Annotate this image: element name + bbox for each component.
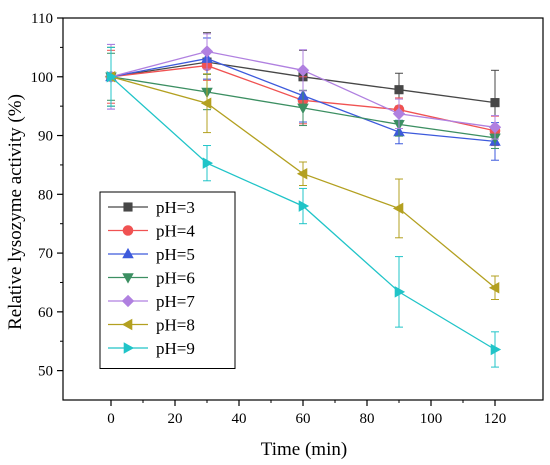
legend-label-6: pH=9 xyxy=(156,339,195,358)
series-layer xyxy=(104,32,502,368)
legend-marker-1 xyxy=(122,225,134,236)
y-tick-label-2: 70 xyxy=(38,246,53,262)
legend: pH=3 pH=4 pH=5 pH=6 pH=7 pH=8 pH=9 xyxy=(99,191,236,369)
legend-marker-2 xyxy=(122,247,134,259)
x-tick-label-1: 20 xyxy=(168,411,183,427)
data-point-6-0 xyxy=(106,71,118,83)
data-point-5-1 xyxy=(200,97,212,109)
legend-marker-6 xyxy=(123,342,135,354)
data-point-4-2 xyxy=(296,64,310,77)
legend-label-0: pH=3 xyxy=(156,198,195,217)
data-point-6-4 xyxy=(490,343,502,356)
data-point-4-1 xyxy=(200,45,214,58)
legend-label-3: pH=6 xyxy=(156,269,195,288)
data-point-4-3 xyxy=(392,107,406,120)
legend-marker-3 xyxy=(122,273,134,284)
data-point-6-2 xyxy=(298,200,310,212)
legend-label-4: pH=7 xyxy=(156,292,195,311)
y-axis-label: Relative lysozyme activity (%) xyxy=(5,94,26,330)
data-point-0-3 xyxy=(394,85,404,95)
legend-marker-4 xyxy=(121,294,135,308)
y-tick-label-0: 50 xyxy=(38,364,53,380)
axes: 0 20 40 60 80 100 120 50 60 70 80 90 100 110 xyxy=(31,11,544,427)
legend-label-1: pH=4 xyxy=(156,222,195,241)
data-point-0-4 xyxy=(490,98,500,108)
x-tick-label-5: 100 xyxy=(420,411,443,427)
legend-label-5: pH=8 xyxy=(156,316,195,335)
data-point-5-2 xyxy=(296,167,308,180)
x-tick-label-6: 120 xyxy=(484,411,507,427)
y-tick-label-1: 60 xyxy=(38,305,53,321)
data-point-4-4 xyxy=(488,121,502,134)
series-6 xyxy=(106,46,502,368)
y-tick-label-4: 90 xyxy=(38,129,53,145)
data-point-5-4 xyxy=(488,281,500,294)
legend-marker-5 xyxy=(121,318,133,331)
legend-marker-0 xyxy=(123,202,133,212)
y-tick-label-6: 110 xyxy=(31,11,53,27)
data-point-6-1 xyxy=(202,157,214,169)
legend-label-2: pH=5 xyxy=(156,245,195,264)
x-tick-label-4: 80 xyxy=(360,411,375,427)
y-tick-label-5: 100 xyxy=(31,70,54,86)
data-point-5-3 xyxy=(392,202,404,215)
x-tick-label-2: 40 xyxy=(232,411,247,427)
legend-box xyxy=(99,191,236,369)
x-tick-label-0: 0 xyxy=(107,411,115,427)
x-tick-label-3: 60 xyxy=(296,411,311,427)
data-point-3-2 xyxy=(297,103,309,115)
y-tick-label-3: 80 xyxy=(38,187,53,203)
data-point-6-3 xyxy=(394,286,406,298)
x-axis-label: Time (min) xyxy=(261,439,347,460)
